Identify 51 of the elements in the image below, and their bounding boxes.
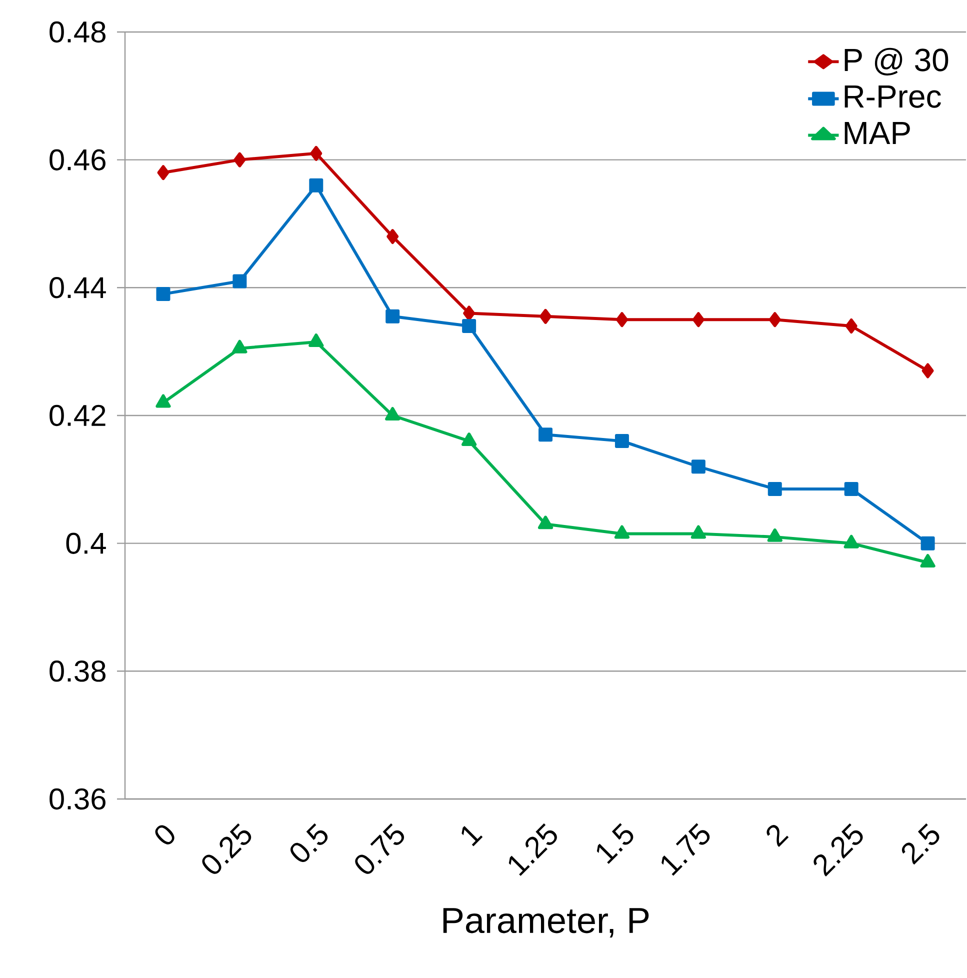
- point: [768, 528, 783, 542]
- point: [540, 308, 552, 324]
- x-tick-label: 0.25: [202, 823, 252, 874]
- point: [769, 312, 782, 328]
- point: [386, 229, 399, 244]
- point: [846, 318, 858, 334]
- y-tick-label: 0.46: [50, 149, 106, 170]
- point: [463, 306, 476, 321]
- point: [691, 525, 706, 539]
- x-axis-title: Parameter, P: [444, 908, 649, 938]
- point: [692, 312, 705, 328]
- x-tick-label: 0: [155, 825, 175, 844]
- point: [538, 516, 554, 530]
- point: [462, 319, 476, 333]
- point: [232, 340, 248, 354]
- x-tick-label: 0.75: [355, 823, 404, 874]
- y-tick-label: 0.38: [50, 660, 106, 682]
- x-tick-label: 2: [766, 824, 789, 847]
- point: [920, 536, 935, 550]
- legend-label: MAP: [845, 122, 910, 144]
- y-tick-label: 0.42: [50, 404, 106, 426]
- point: [844, 482, 859, 496]
- y-tick-label: 0.36: [50, 788, 106, 810]
- point: [232, 274, 247, 288]
- x-tick-label: 1: [462, 826, 483, 846]
- x-tick-label: 1.5: [597, 823, 634, 864]
- legend-label: P @ 30: [845, 48, 948, 76]
- point: [156, 287, 170, 302]
- point: [156, 394, 171, 408]
- point: [920, 554, 936, 568]
- point: [310, 146, 322, 161]
- y-tick-label: 0.4: [66, 532, 106, 554]
- y-tick-label: 0.48: [50, 21, 106, 43]
- point: [538, 428, 553, 442]
- point: [309, 178, 324, 192]
- point: [462, 432, 477, 446]
- point: [692, 460, 706, 474]
- point: [844, 534, 860, 548]
- point: [615, 434, 630, 448]
- point: [922, 363, 934, 378]
- point: [768, 482, 782, 496]
- x-tick-label: 2.5: [902, 823, 940, 865]
- point: [234, 152, 246, 168]
- y-tick-label: 0.44: [50, 277, 106, 298]
- point: [385, 406, 400, 420]
- point: [614, 525, 630, 539]
- legend-label: R-Prec: [845, 86, 942, 108]
- point: [386, 309, 400, 324]
- point: [616, 312, 628, 328]
- point: [157, 165, 170, 180]
- x-tick-label: 0.5: [290, 823, 328, 862]
